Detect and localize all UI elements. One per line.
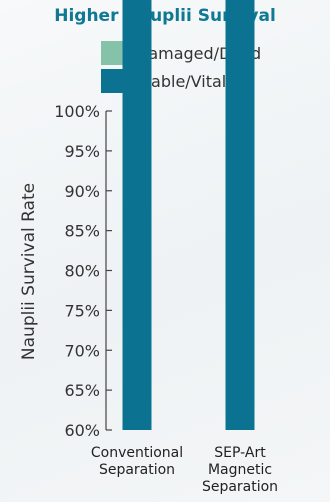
legend-swatch-viable-vital: [101, 69, 125, 93]
x-category-label: Conventional: [91, 445, 183, 461]
y-tick-label: 75%: [64, 301, 100, 320]
x-category-label: Separation: [99, 462, 175, 478]
y-tick-label: 90%: [64, 182, 100, 201]
x-category-label: SEP-Art: [214, 445, 266, 461]
legend-swatch-damaged-dead: [101, 41, 125, 65]
y-axis-title: Nauplii Survival Rate: [19, 183, 39, 360]
y-tick-label: 70%: [64, 341, 100, 360]
y-tick-label: 95%: [64, 142, 100, 161]
y-tick-label: 80%: [64, 262, 100, 281]
y-tick-label: 100%: [54, 102, 100, 121]
bar-sep-art-viable: [225, 0, 255, 430]
y-tick-label: 85%: [64, 222, 100, 241]
x-category-label: Magnetic: [208, 462, 272, 478]
chart-title: Higher Nauplii Survival: [54, 6, 276, 26]
bar-conventional-viable: [122, 0, 152, 430]
y-tick-label: 65%: [64, 381, 100, 400]
y-tick-label: 60%: [64, 421, 100, 440]
legend-label-viable-vital: Viable/Vital: [136, 72, 227, 91]
x-category-label: Separation: [202, 479, 278, 495]
